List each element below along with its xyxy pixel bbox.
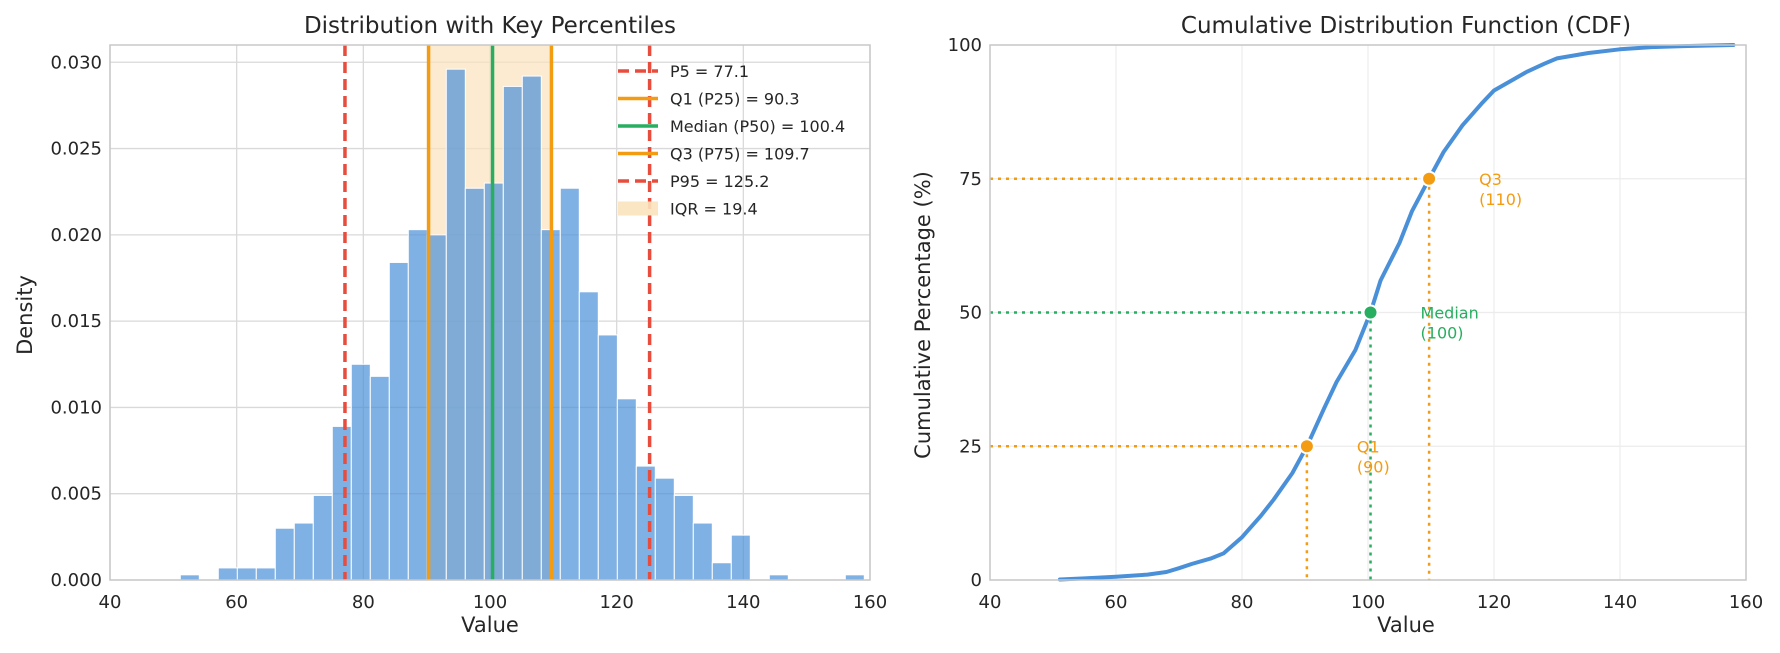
x-tick-label: 140 — [1603, 592, 1637, 613]
cdf-y-ticks: 0 25 50 75 100 — [948, 35, 982, 591]
legend-entry-label: P95 = 125.2 — [670, 172, 769, 191]
histogram-bar — [711, 562, 732, 581]
cdf-title: Cumulative Distribution Function (CDF) — [1181, 13, 1631, 39]
cdf-marker-q1 — [1298, 438, 1315, 455]
percentile-lines — [343, 45, 652, 580]
x-tick-label: 40 — [99, 592, 122, 613]
histogram-bar — [692, 522, 713, 581]
histogram-bar — [293, 522, 314, 581]
cdf-frame — [989, 44, 1747, 581]
x-tick-label: 120 — [599, 592, 633, 613]
histogram-bar — [730, 534, 751, 581]
annotation-median-value: (100) — [1421, 324, 1464, 343]
histogram-bar — [179, 574, 200, 581]
legend-entry-label: IQR = 19.4 — [670, 200, 758, 219]
legend-entry-label: Median (P50) = 100.4 — [670, 117, 845, 136]
histogram-chart: Distribution with Key Percentiles 40 60 80… — [13, 13, 887, 637]
annotation-q1-name: Q1 — [1357, 437, 1380, 456]
legend-entry-label: Q1 (P25) = 90.3 — [670, 90, 800, 109]
histogram-bar — [673, 494, 694, 581]
cdf-chart: Cumulative Distribution Function (CDF) Q… — [911, 13, 1763, 637]
x-tick-label: 160 — [1729, 592, 1763, 613]
histogram-bar — [597, 334, 618, 581]
y-tick-label: 25 — [959, 436, 982, 457]
histogram-y-label: Density — [13, 275, 37, 355]
histogram-title: Distribution with Key Percentiles — [304, 13, 676, 39]
histogram-bar — [407, 229, 428, 581]
histogram-bar — [464, 187, 485, 581]
histogram-bar — [654, 477, 675, 581]
x-tick-label: 100 — [1351, 592, 1385, 613]
y-tick-label: 0.005 — [50, 484, 102, 505]
histogram-legend: P5 = 77.1 Q1 (P25) = 90.3 Median (P50) = 1… — [618, 62, 845, 219]
x-tick-label: 80 — [352, 592, 375, 613]
histogram-bars — [179, 68, 865, 581]
cdf-points — [1298, 170, 1438, 455]
cdf-y-label: Cumulative Percentage (%) — [911, 171, 935, 459]
legend-entry-label: P5 = 77.1 — [670, 62, 749, 81]
histogram-bar — [844, 574, 865, 581]
histogram-bar — [312, 494, 333, 581]
histogram-bar — [369, 375, 390, 581]
cdf-guide-lines — [990, 177, 1431, 580]
cdf-x-ticks: 40 60 80 100 120 140 160 — [979, 592, 1764, 613]
y-tick-label: 100 — [948, 35, 982, 56]
histogram-bar — [388, 261, 409, 581]
histogram-bar — [236, 567, 257, 581]
x-tick-label: 140 — [726, 592, 760, 613]
y-tick-label: 0.020 — [50, 225, 102, 246]
y-tick-label: 0.030 — [50, 52, 102, 73]
histogram-y-ticks: 0.000 0.005 0.010 0.015 0.020 0.025 0.030 — [50, 52, 102, 591]
histogram-bar — [521, 75, 542, 581]
cdf-marker-q3 — [1421, 170, 1438, 187]
histogram-bar — [350, 363, 371, 581]
histogram-bar — [635, 465, 656, 581]
legend-entry-label: Q3 (P75) = 109.7 — [670, 145, 810, 164]
y-tick-label: 75 — [959, 169, 982, 190]
annotation-q3-value: (110) — [1479, 190, 1522, 209]
y-tick-label: 0.015 — [50, 311, 102, 332]
histogram-x-label: Value — [461, 613, 519, 637]
y-tick-label: 0.010 — [50, 397, 102, 418]
y-tick-label: 50 — [959, 303, 982, 324]
histogram-bar — [331, 425, 352, 581]
y-tick-label: 0.000 — [50, 570, 102, 591]
histogram-bar — [768, 574, 789, 581]
histogram-bar — [559, 187, 580, 581]
histogram-bar — [274, 527, 295, 581]
histogram-bar — [217, 567, 238, 581]
cdf-marker-median — [1362, 304, 1379, 321]
legend-swatch-iqr — [618, 201, 658, 216]
x-tick-label: 160 — [853, 592, 887, 613]
annotation-q1-value: (90) — [1357, 457, 1390, 476]
histogram-bar — [255, 567, 276, 581]
histogram-bar — [445, 68, 466, 581]
x-tick-label: 100 — [473, 592, 507, 613]
histogram-x-ticks: 40 60 80 100 120 140 160 — [99, 592, 888, 613]
x-tick-label: 120 — [1477, 592, 1511, 613]
x-tick-label: 60 — [225, 592, 248, 613]
cdf-x-label: Value — [1377, 613, 1435, 637]
histogram-frame — [109, 44, 871, 581]
x-tick-label: 60 — [1105, 592, 1128, 613]
cdf-annotations: Q1(90) Median(100) Q3(110) — [1357, 170, 1522, 477]
histogram-bar — [502, 85, 523, 581]
x-tick-label: 80 — [1231, 592, 1254, 613]
histogram-bar — [616, 398, 637, 581]
histogram-bar — [578, 291, 599, 581]
y-tick-label: 0.025 — [50, 139, 102, 160]
x-tick-label: 40 — [979, 592, 1002, 613]
annotation-q3-name: Q3 — [1479, 170, 1502, 189]
annotation-median-name: Median — [1421, 304, 1479, 323]
y-tick-label: 0 — [971, 570, 982, 591]
